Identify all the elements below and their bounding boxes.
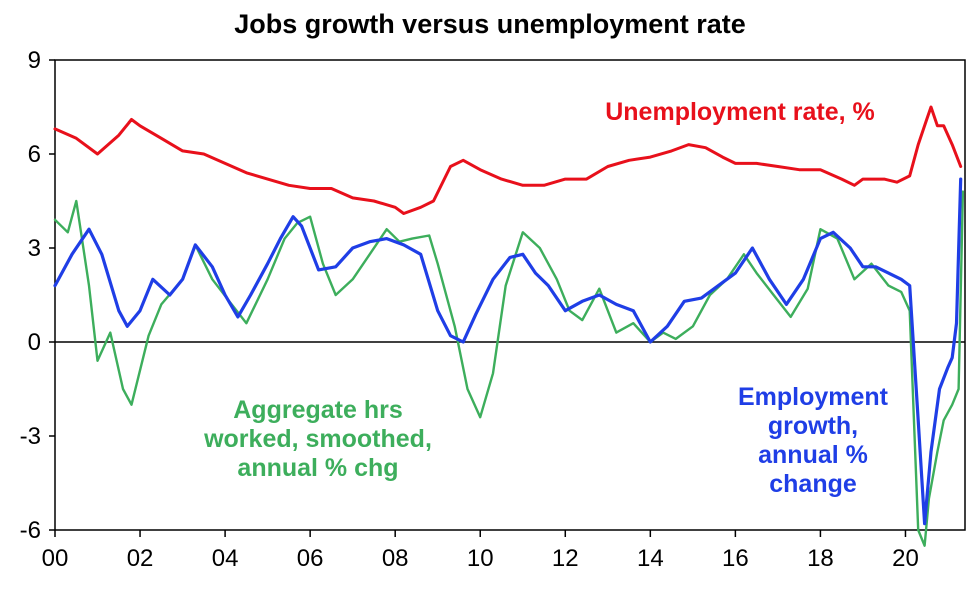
x-tick-label: 00 xyxy=(42,545,69,572)
x-tick-label: 06 xyxy=(297,545,324,572)
plot-frame xyxy=(54,59,966,531)
x-axis: 00 02 04 06 08 10 12 14 16 18 20 xyxy=(42,530,919,572)
y-tick-label: -6 xyxy=(20,517,41,544)
y-tick-label: 6 xyxy=(28,141,41,168)
unemployment-rate-line xyxy=(53,105,963,215)
x-tick-label: 16 xyxy=(722,545,749,572)
x-tick-label: 18 xyxy=(807,545,834,572)
unemployment-label: Unemployment rate, % xyxy=(605,98,875,126)
x-tick-label: 08 xyxy=(382,545,409,572)
hours-label: worked, smoothed, xyxy=(203,425,432,453)
x-tick-label: 12 xyxy=(552,545,579,572)
employment-label: Employment xyxy=(738,383,889,411)
y-axis: 9 6 3 0 -3 -6 xyxy=(20,47,55,544)
y-tick-label: 9 xyxy=(28,47,41,74)
x-tick-label: 02 xyxy=(127,545,154,572)
employment-label: growth, xyxy=(768,412,858,440)
y-tick-label: -3 xyxy=(20,423,41,450)
y-tick-label: 0 xyxy=(28,329,41,356)
hours-label: Aggregate hrs xyxy=(233,396,402,424)
annotations: Unemployment rate, % Aggregate hrsworked,… xyxy=(203,98,889,498)
hours-label: annual % chg xyxy=(237,454,398,482)
x-tick-label: 14 xyxy=(637,545,664,572)
x-tick-label: 10 xyxy=(467,545,494,572)
employment-growth-line xyxy=(53,177,963,526)
x-tick-label: 20 xyxy=(892,545,919,572)
employment-label: annual % xyxy=(758,441,868,469)
chart-title: Jobs growth versus unemployment rate xyxy=(234,9,746,39)
y-tick-label: 3 xyxy=(28,235,41,262)
series-layer xyxy=(53,105,965,547)
x-tick-label: 04 xyxy=(212,545,239,572)
employment-label: change xyxy=(769,470,857,498)
